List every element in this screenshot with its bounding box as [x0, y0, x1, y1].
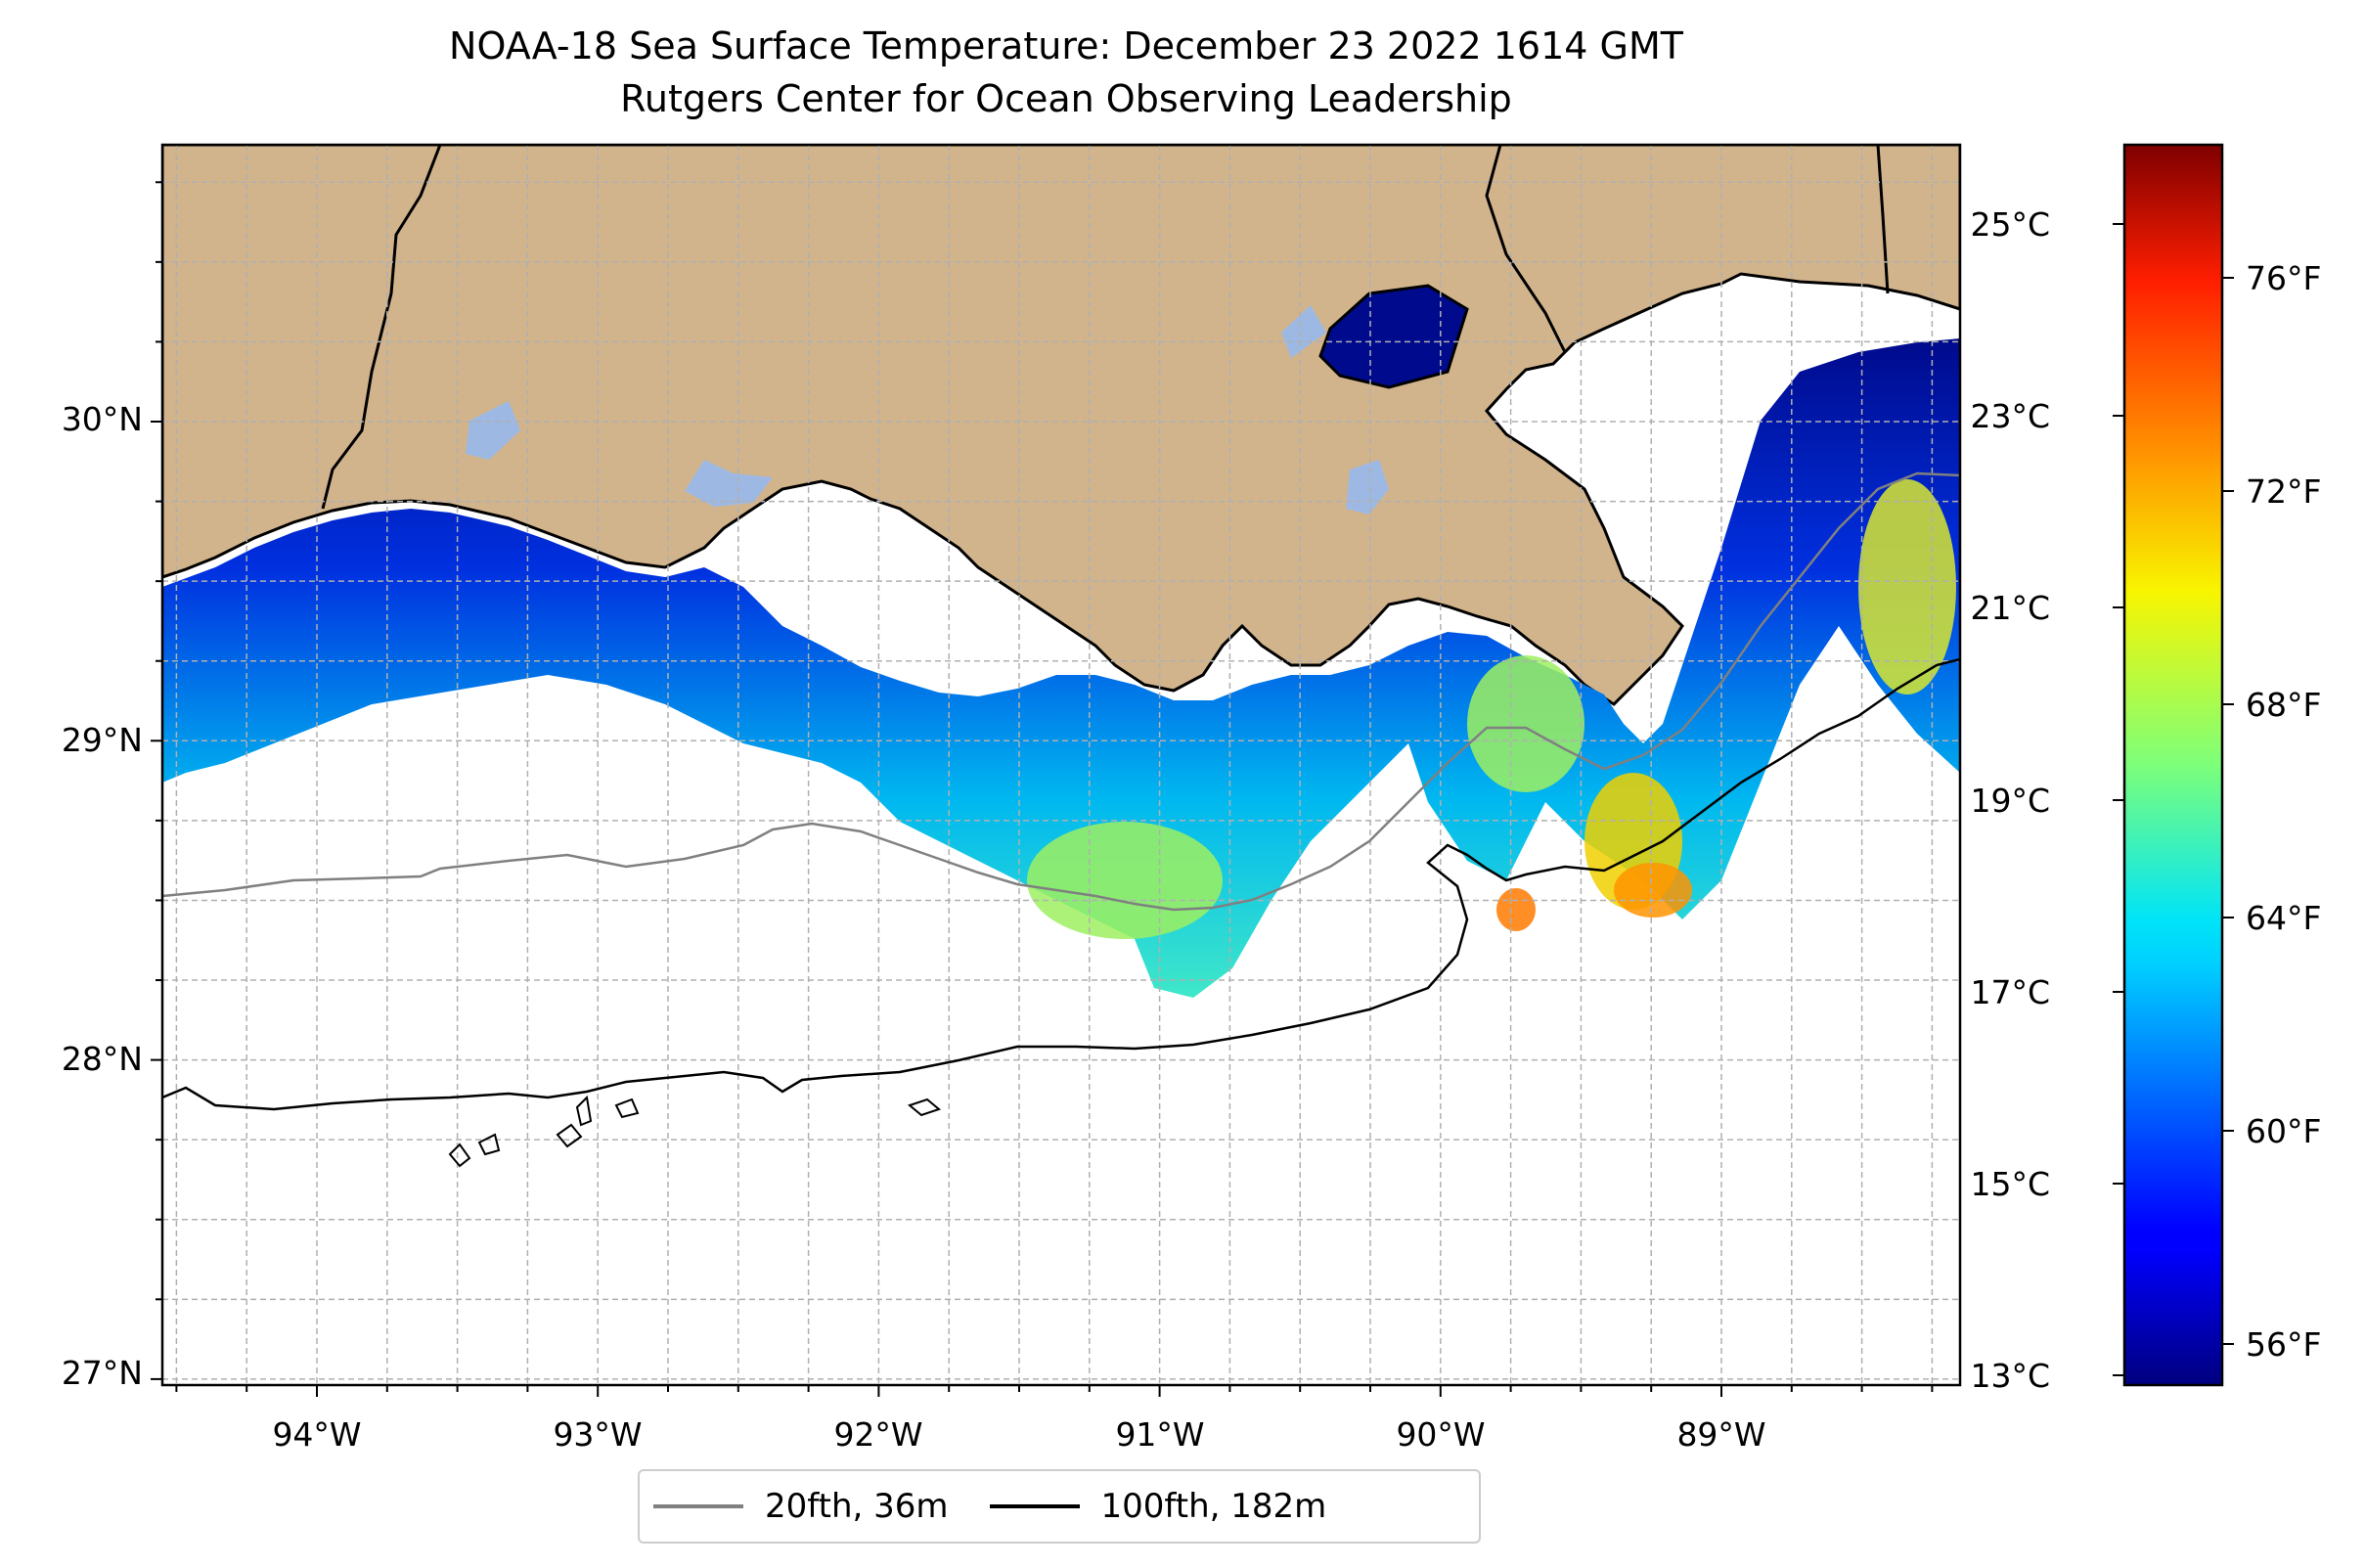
- legend-line-black: [989, 1504, 1080, 1508]
- lon-tick-label: 93°W: [553, 1415, 642, 1454]
- lat-tick-label: 29°N: [62, 721, 143, 759]
- sst-warm-patch: [1467, 655, 1584, 792]
- lon-tick-label: 94°W: [272, 1415, 361, 1454]
- lake-pontchartrain: [1318, 284, 1469, 389]
- border-mississippi: [1485, 145, 1567, 353]
- colorbar-celsius-label: 13°C: [1970, 1357, 2050, 1395]
- isobath-100fth: [162, 657, 1960, 1111]
- colorbar-celsius-label: 23°C: [1970, 397, 2050, 435]
- sst-warm-patch: [1027, 822, 1223, 939]
- colorbar-fahrenheit-label: 64°F: [2246, 899, 2321, 937]
- legend-label: 20fth, 36m: [765, 1487, 949, 1526]
- isobath-legend: 20fth, 36m 100fth, 182m: [638, 1469, 1481, 1544]
- border-texas-louisiana: [321, 145, 442, 510]
- legend-item-20fth: 20fth, 36m: [640, 1487, 949, 1526]
- lon-tick-label: 90°W: [1396, 1415, 1485, 1454]
- lon-tick-label: 89°W: [1676, 1415, 1765, 1454]
- map-panel: [162, 145, 1960, 1385]
- map-frame: [160, 143, 1962, 1387]
- colorbar-fahrenheit-label: 76°F: [2246, 259, 2321, 297]
- map-gridlines: [162, 145, 1960, 1385]
- map-title: NOAA-18 Sea Surface Temperature: Decembe…: [449, 24, 1683, 67]
- map-subtitle: Rutgers Center for Ocean Observing Leade…: [620, 77, 1512, 120]
- colorbar-ticks: [2113, 223, 2234, 1376]
- border-alabama: [1876, 145, 1890, 294]
- legend-label: 100fth, 182m: [1100, 1487, 1327, 1526]
- colorbar-celsius-label: 17°C: [1970, 973, 2050, 1011]
- sst-warm-patch: [1496, 888, 1536, 931]
- colorbar-fahrenheit-label: 68°F: [2246, 686, 2321, 724]
- lat-tick-label: 27°N: [62, 1354, 143, 1392]
- colorbar-celsius-label: 15°C: [1970, 1165, 2050, 1203]
- colorbar-fahrenheit-label: 72°F: [2246, 472, 2321, 511]
- sst-warm-patch: [1614, 863, 1692, 918]
- colorbar: [2122, 143, 2224, 1387]
- map-axis-ticks: [151, 181, 1934, 1397]
- colorbar-celsius-label: 21°C: [1970, 589, 2050, 627]
- lon-tick-label: 92°W: [833, 1415, 922, 1454]
- colorbar-fahrenheit-label: 60°F: [2246, 1112, 2321, 1150]
- lake-grand: [685, 460, 773, 507]
- isobath-20fth: [162, 471, 1960, 912]
- sst-warm-patch: [1858, 479, 1956, 694]
- lake-calcasieu: [466, 401, 520, 460]
- lat-tick-label: 30°N: [62, 400, 143, 438]
- colorbar-fahrenheit-label: 56°F: [2246, 1325, 2321, 1364]
- colorbar-celsius-label: 25°C: [1970, 205, 2050, 244]
- lake-maurepas: [1281, 305, 1326, 358]
- lon-tick-label: 91°W: [1115, 1415, 1204, 1454]
- lat-tick-label: 28°N: [62, 1040, 143, 1078]
- colorbar-celsius-label: 19°C: [1970, 782, 2050, 820]
- offshore-islands: [448, 1095, 942, 1168]
- legend-line-gray: [653, 1504, 743, 1508]
- legend-item-100fth: 100fth, 182m: [976, 1487, 1327, 1526]
